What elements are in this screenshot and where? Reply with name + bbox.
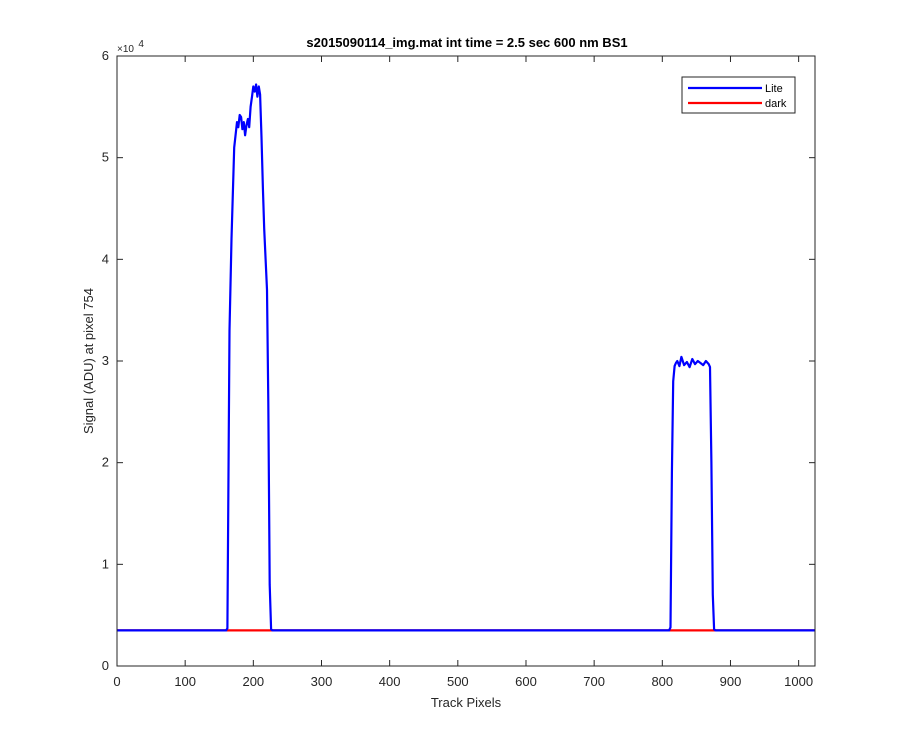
y-axis-label: Signal (ADU) at pixel 754	[81, 288, 96, 434]
x-tick-label: 100	[174, 674, 196, 689]
y-multiplier-exponent: 4	[138, 39, 144, 50]
chart-title: s2015090114_img.mat int time = 2.5 sec 6…	[306, 35, 627, 50]
y-axis-multiplier: ×10 4	[117, 39, 144, 56]
x-tick-label: 300	[311, 674, 333, 689]
x-tick-label: 700	[583, 674, 605, 689]
legend-box	[681, 76, 796, 114]
x-tick-label: 900	[720, 674, 742, 689]
y-tick-label: 5	[102, 150, 109, 165]
x-tick-label: 600	[515, 674, 537, 689]
y-tick-label: 6	[102, 48, 109, 63]
x-tick-label: 1000	[784, 674, 813, 689]
x-tick-label: 0	[113, 674, 120, 689]
plot-area	[117, 56, 815, 666]
x-tick-label: 200	[242, 674, 264, 689]
x-axis-label: Track Pixels	[431, 695, 502, 710]
y-tick-label: 1	[102, 556, 109, 571]
x-tick-label: 400	[379, 674, 401, 689]
x-tick-label: 800	[651, 674, 673, 689]
y-tick-label: 3	[102, 353, 109, 368]
ticks-layer: 0 100 200 300 400 500 600 700 800 900 1000 0 1 2 3 4 5 6	[102, 48, 815, 689]
y-tick-label: 2	[102, 455, 109, 470]
y-tick-label: 4	[102, 251, 109, 266]
x-tick-label: 500	[447, 674, 469, 689]
legend-label-dark: dark	[765, 98, 787, 110]
plot-layer	[117, 83, 815, 632]
legend-label-lite: Lite	[765, 83, 783, 95]
legend: Lite dark	[681, 76, 796, 114]
y-multiplier-base: ×10	[117, 44, 134, 55]
series-line-lite	[117, 83, 815, 632]
y-tick-label: 0	[102, 658, 109, 673]
